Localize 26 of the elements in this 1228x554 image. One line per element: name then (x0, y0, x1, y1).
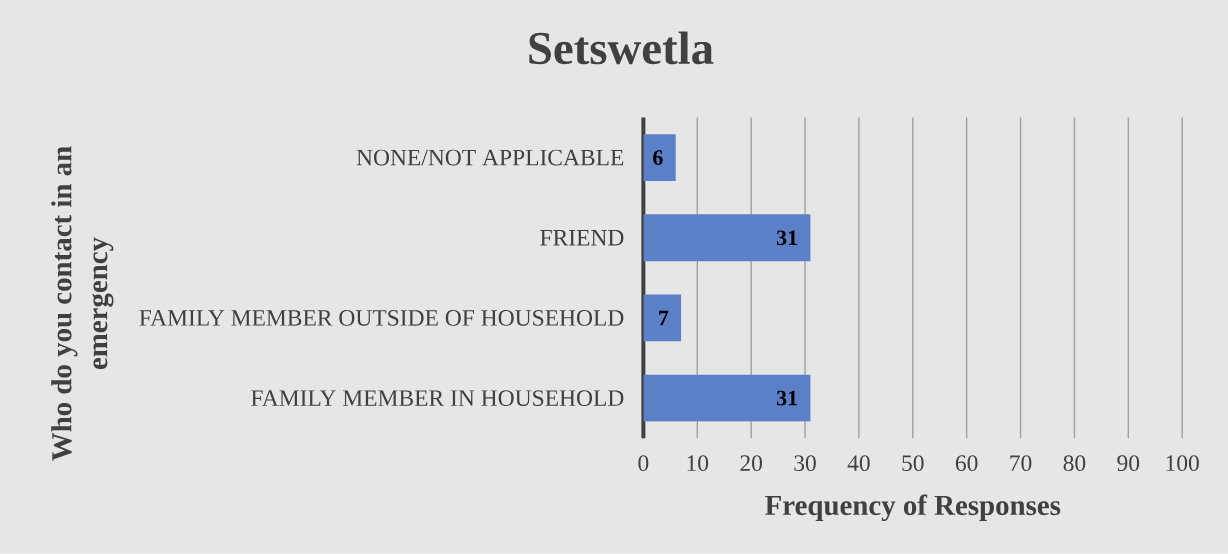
data-label: 6 (653, 150, 663, 166)
y-tick-label: FRIEND (540, 230, 624, 246)
data-label: 31 (776, 230, 797, 246)
bar (643, 214, 811, 262)
y-tick-label: FAMILY MEMBER IN HOUSEHOLD (251, 390, 624, 407)
x-tick-label: 100 (1166, 455, 1199, 472)
x-tick-label: 20 (740, 455, 762, 472)
x-tick-label: 0 (638, 455, 649, 472)
x-tick-label: 80 (1063, 455, 1086, 472)
x-tick-label: 90 (1117, 455, 1140, 472)
x-tick-label: 40 (847, 455, 870, 472)
x-tick-label: 10 (687, 455, 709, 472)
y-tick-label: FAMILY MEMBER OUTSIDE OF HOUSEHOLD (139, 310, 624, 326)
data-label: 31 (776, 390, 797, 406)
bar (643, 294, 682, 342)
x-tick-label: 50 (902, 455, 924, 472)
y-axis-title: Who do you contact in an emergency (51, 146, 114, 461)
x-tick-label: 70 (1010, 455, 1032, 472)
data-label: 7 (659, 310, 669, 326)
chart-title: Setswetla (529, 31, 714, 65)
bar (643, 374, 811, 422)
x-axis-title: Frequency of Responses (765, 494, 1061, 522)
bar (643, 134, 676, 182)
y-tick-label: NONE/NOT APPLICABLE (356, 149, 624, 166)
x-tick-label: 60 (955, 455, 978, 472)
x-tick-label: 30 (794, 455, 816, 472)
